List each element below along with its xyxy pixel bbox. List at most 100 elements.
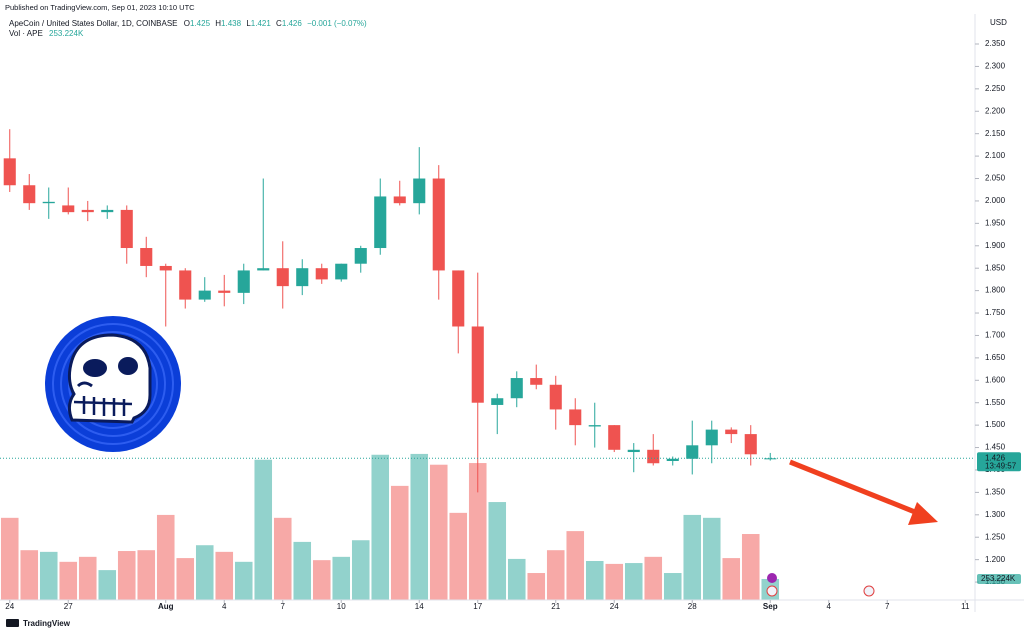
candle-body [374,196,387,249]
candle-body [42,201,55,204]
volume-bar [39,551,58,600]
x-tick-label: 17 [473,602,482,611]
ohlc-prefix: C [276,19,282,28]
volume-bar [117,551,136,600]
countdown-label: 13:49:57 [985,461,1017,470]
volume-bar [488,502,507,600]
volume-bar [722,558,741,600]
volume-bar [293,541,312,600]
x-tick-label: 11 [961,602,970,611]
candle-body [491,398,504,405]
legend-line: ApeCoin / United States Dollar, 1D, COIN… [9,19,367,28]
volume-value: 253.224K [49,29,84,38]
chart-title: ApeCoin / United States Dollar, 1D, COIN… [9,19,178,28]
candle-body [218,290,231,293]
volume-value-box [977,573,1021,584]
candle-body [315,268,328,280]
candle-body [257,268,270,271]
volume-bar [644,556,663,600]
last-price-box [977,452,1021,472]
ohlc-value: 1.426 [282,19,303,28]
y-tick-label: 2.150 [985,129,1006,138]
volume-bar [683,514,702,600]
y-tick-label: 2.000 [985,196,1006,205]
ohlc-value: 1.425 [190,19,211,28]
candle-body [764,458,777,460]
currency-label: USD [990,18,1007,27]
volume-bar [312,560,331,600]
brand: TradingView [23,619,71,628]
event-icons [766,573,875,597]
y-tick-label: 1.550 [985,398,1006,407]
y-tick-label: 1.900 [985,241,1006,250]
volume-bar [371,454,390,600]
candle-body [81,209,94,213]
volume-bar [98,570,117,600]
volume-bar [507,558,526,600]
candle-body [725,429,738,435]
volume-bar [78,556,97,600]
candle-body [296,268,309,287]
volume-bar [156,514,175,600]
x-tick-label: 24 [5,602,14,611]
brand-icon [6,619,19,627]
y-tick-label: 1.700 [985,331,1006,340]
candle-body [666,458,679,462]
volume-bar [527,573,546,600]
ohlc-prefix: L [246,19,251,28]
volume-bar [390,485,409,600]
y-tick-label: 1.500 [985,420,1006,429]
candle-body [62,205,75,213]
candle-body [413,178,426,204]
candle-body [744,434,757,455]
y-tick-label: 2.200 [985,106,1006,115]
x-tick-label: 7 [885,602,890,611]
volume-bar [195,545,214,600]
x-tick-label: 10 [337,602,346,611]
volume-bar [546,550,565,600]
candle-body [510,378,523,399]
volume-bar [663,573,682,600]
volume-bar [234,561,253,600]
x-tick-label: 4 [222,602,227,611]
volume-bar [351,540,370,600]
volume-bar [429,464,448,600]
volume-legend: Vol · APE 253.224K [9,29,84,38]
volume-bar [468,463,487,600]
candle-body [3,158,16,186]
volume-bar [449,512,468,600]
x-tick-label: 4 [827,602,832,611]
candle-body [686,445,699,459]
y-tick-label: 1.300 [985,510,1006,519]
change-label: −0.001 (−0.07%) [307,19,367,28]
last-price-label: 1.426 [985,453,1006,462]
candle-body [276,268,289,287]
volume-bar [624,563,643,600]
ohlc-prefix: H [215,19,221,28]
volume-bar [741,534,760,600]
volume-bar [605,563,624,600]
y-tick-label: 1.250 [985,532,1006,541]
y-tick-label: 2.350 [985,39,1006,48]
candle-body [530,378,543,385]
volume-bar [273,517,292,600]
candle-body [647,449,660,464]
y-tick-label: 1.200 [985,555,1006,564]
y-tick-label: 1.750 [985,308,1006,317]
x-tick-label: 14 [415,602,424,611]
y-tick-label: 2.050 [985,174,1006,183]
volume-bar [332,556,351,600]
volume-bar [254,459,273,600]
volume-bar [585,560,604,600]
candle-body [608,425,621,450]
candle-body [588,425,601,427]
candle-body [23,185,36,204]
candle-body [237,270,250,293]
candle-body [198,290,211,300]
volume-bar [702,517,721,600]
y-tick-label: 1.950 [985,218,1006,227]
apecoin-logo [45,316,181,452]
candle-body [120,209,133,249]
